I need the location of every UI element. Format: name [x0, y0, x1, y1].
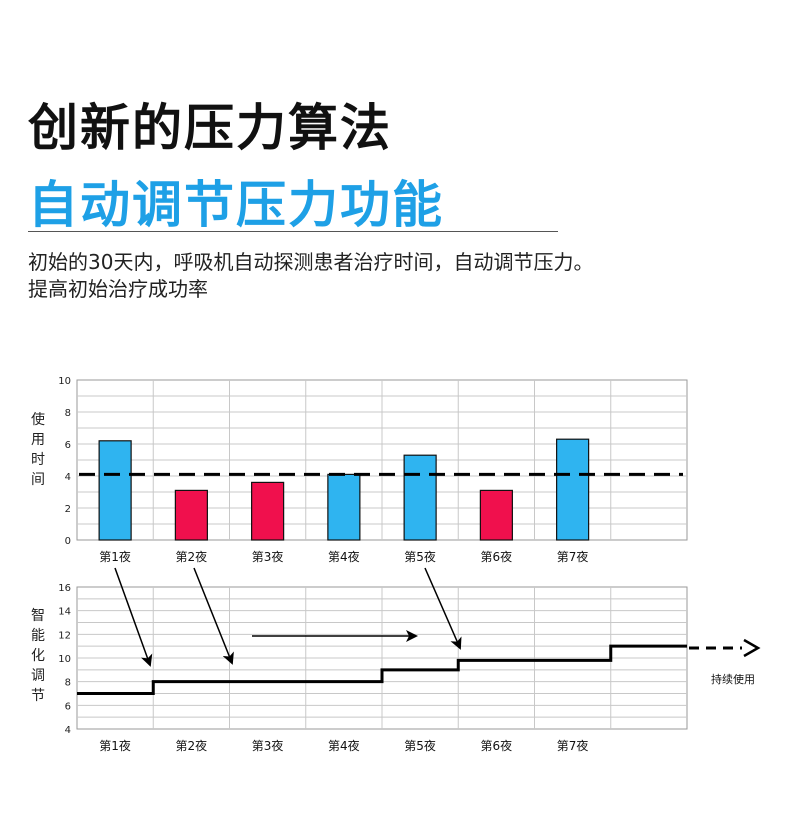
x-tick-label: 第5夜: [404, 738, 436, 753]
x-tick-label: 第3夜: [252, 549, 284, 564]
x-tick-label: 第6夜: [481, 549, 513, 564]
y-tick-label: 10: [58, 654, 71, 665]
x-tick-label: 第2夜: [176, 549, 208, 564]
y-tick-label: 2: [65, 504, 71, 515]
y-tick-label: 8: [65, 408, 71, 419]
bar-night-6: [479, 489, 513, 541]
y-tick-label: 6: [65, 440, 71, 451]
y-tick-label: 8: [65, 678, 71, 689]
y-tick-label: 12: [58, 630, 71, 641]
bar-chart-y-ticks: 0 2 4 6 8 10: [58, 376, 71, 547]
bar-night-1: [98, 440, 132, 541]
x-tick-label: 第4夜: [328, 738, 360, 753]
x-tick-label: 第2夜: [176, 738, 208, 753]
bar-night-7: [556, 438, 590, 541]
step-chart-grid: [77, 587, 687, 729]
page-title: 创新的压力算法: [28, 99, 392, 157]
page-subtitle: 自动调节压力功能: [28, 176, 444, 234]
bar-chart-y-label: 使用时间: [31, 411, 45, 488]
continuation-label: 持续使用: [711, 672, 755, 686]
bar-chart-bars: [98, 438, 590, 541]
description-line-1: 初始的30天内，呼吸机自动探测患者治疗时间，自动调节压力。: [28, 250, 594, 274]
bar-chart-x-labels: 第1夜 第2夜 第3夜 第4夜 第5夜 第6夜 第7夜: [99, 549, 588, 564]
bar-night-2: [174, 489, 208, 541]
y-tick-label: 10: [58, 376, 71, 387]
x-tick-label: 第1夜: [99, 738, 131, 753]
description: 初始的30天内，呼吸机自动探测患者治疗时间，自动调节压力。 提高初始治疗成功率: [28, 249, 778, 303]
title-divider: [28, 231, 558, 232]
y-tick-label: 6: [65, 701, 71, 712]
bar-night-3: [251, 481, 285, 541]
x-tick-label: 第7夜: [557, 738, 589, 753]
step-chart-y-label: 智能化调节: [31, 608, 45, 704]
arrow-night5: [424, 567, 462, 650]
y-tick-label: 14: [58, 607, 71, 618]
y-tick-label: 4: [65, 472, 71, 483]
x-tick-label: 第5夜: [404, 549, 436, 564]
arrow-night1: [114, 567, 153, 667]
continuation-arrow-icon: [743, 638, 761, 658]
y-tick-label: 0: [65, 536, 71, 547]
x-tick-label: 第6夜: [481, 738, 513, 753]
bar-night-4: [327, 473, 361, 541]
y-tick-label: 4: [65, 725, 71, 736]
bar-night-5: [403, 454, 437, 541]
x-tick-label: 第1夜: [99, 549, 131, 564]
pressure-step-line: [77, 644, 687, 695]
y-tick-label: 16: [58, 583, 71, 594]
step-chart-y-ticks: 4 6 8 10 12 14 16: [58, 583, 71, 736]
step-chart-x-labels: 第1夜 第2夜 第3夜 第4夜 第5夜 第6夜 第7夜: [99, 738, 588, 753]
description-line-2: 提高初始治疗成功率: [28, 277, 208, 301]
x-tick-label: 第3夜: [252, 738, 284, 753]
arrow-night2: [193, 567, 234, 665]
x-tick-label: 第4夜: [328, 549, 360, 564]
x-tick-label: 第7夜: [557, 549, 589, 564]
